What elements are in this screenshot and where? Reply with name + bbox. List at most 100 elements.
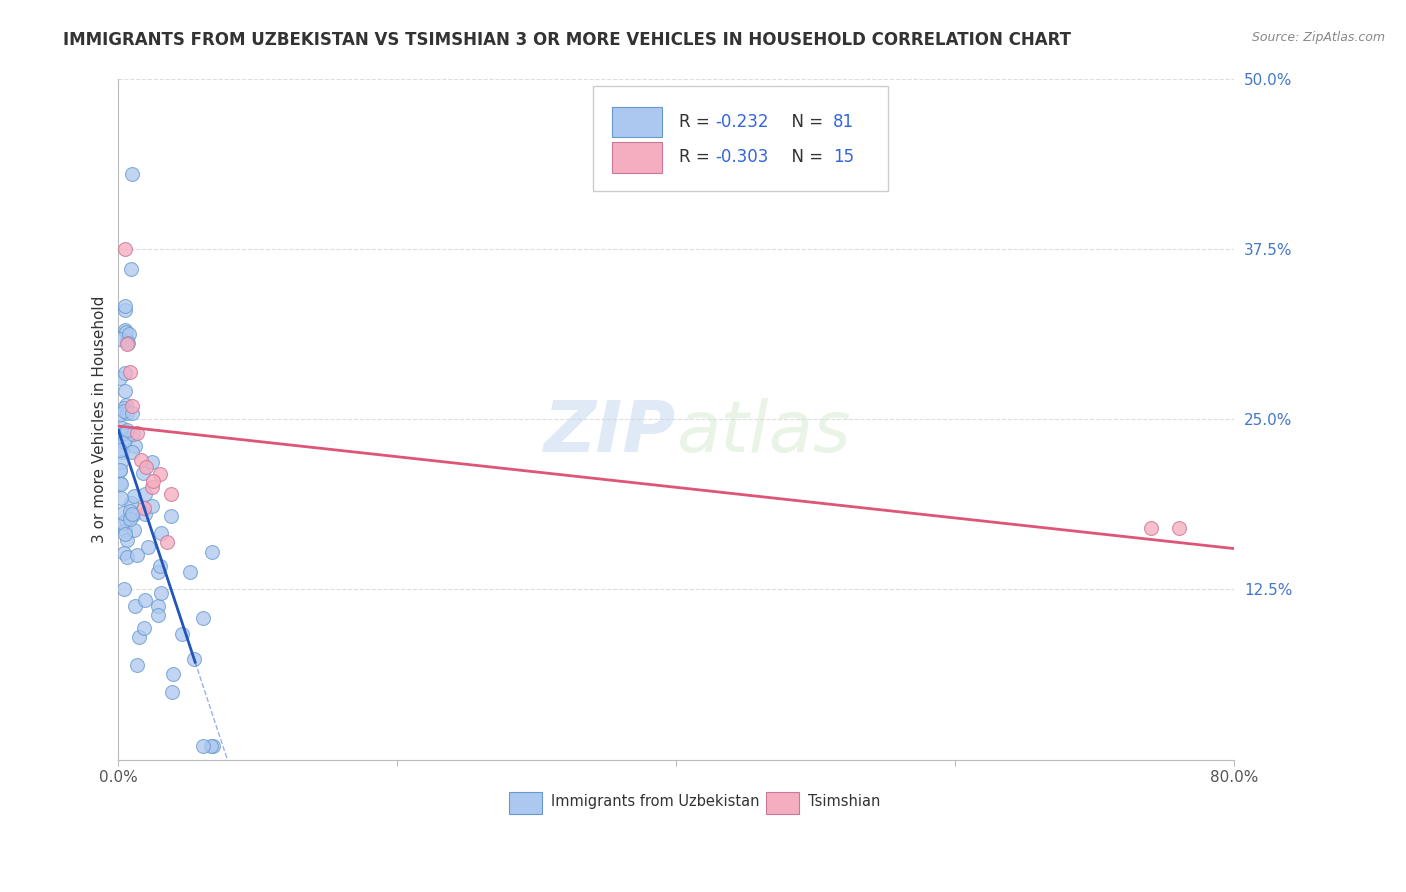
Point (202, 739, 225, 753)
Point (129, 453, 152, 467)
Point (115, 398, 138, 412)
Point (117, 335, 139, 350)
Point (111, 421, 134, 435)
Point (108, 463, 131, 477)
Point (114, 323, 136, 337)
Text: 15: 15 (832, 148, 853, 166)
Point (114, 302, 136, 317)
Point (118, 327, 141, 342)
Point (148, 566, 170, 580)
Point (115, 423, 138, 437)
Point (179, 565, 201, 579)
FancyBboxPatch shape (593, 86, 889, 191)
Text: Tsimshian: Tsimshian (808, 794, 880, 809)
Point (141, 455, 163, 469)
Text: -0.303: -0.303 (716, 148, 769, 166)
FancyBboxPatch shape (766, 791, 799, 814)
Point (112, 582, 135, 597)
Point (120, 504, 142, 518)
Point (125, 425, 148, 440)
Point (132, 500, 155, 515)
Point (200, 739, 222, 753)
Text: Immigrants from Uzbekistan: Immigrants from Uzbekistan (551, 794, 759, 809)
Point (141, 480, 163, 494)
Text: R =: R = (679, 148, 714, 166)
Point (148, 559, 170, 574)
Point (112, 506, 135, 520)
Point (146, 607, 169, 622)
Point (136, 540, 159, 554)
Point (108, 463, 131, 477)
Point (124, 599, 146, 613)
Point (114, 432, 136, 446)
Y-axis label: 3 or more Vehicles in Household: 3 or more Vehicles in Household (93, 295, 107, 543)
Point (149, 467, 172, 481)
Point (121, 426, 143, 441)
Point (121, 406, 143, 420)
Point (112, 404, 135, 418)
Point (114, 526, 136, 541)
Text: -0.232: -0.232 (716, 113, 769, 131)
Point (114, 523, 136, 537)
Point (148, 599, 170, 613)
Point (114, 242, 136, 256)
Point (124, 439, 146, 453)
Point (121, 399, 143, 413)
Point (150, 585, 173, 599)
Point (170, 627, 193, 641)
Point (110, 407, 132, 421)
Point (121, 507, 143, 521)
Point (110, 455, 132, 469)
Point (183, 652, 205, 666)
Point (114, 384, 136, 398)
Point (128, 630, 150, 644)
Point (108, 370, 131, 384)
Point (108, 443, 131, 458)
Point (160, 508, 183, 523)
Point (112, 546, 135, 560)
Text: N =: N = (782, 113, 828, 131)
Point (118, 365, 141, 379)
Point (110, 491, 132, 505)
Point (115, 337, 138, 351)
Point (125, 658, 148, 673)
Point (115, 549, 138, 564)
Point (120, 496, 142, 510)
Point (108, 332, 131, 346)
Point (108, 476, 131, 491)
Point (115, 533, 138, 548)
Point (121, 444, 143, 458)
Point (120, 261, 142, 276)
FancyBboxPatch shape (612, 106, 662, 137)
Text: Source: ZipAtlas.com: Source: ZipAtlas.com (1251, 31, 1385, 45)
Text: ZIP: ZIP (544, 399, 676, 467)
Point (156, 534, 179, 549)
Point (201, 544, 224, 558)
Text: R =: R = (679, 113, 714, 131)
Point (141, 499, 163, 513)
Point (150, 525, 173, 540)
Point (134, 593, 156, 607)
Point (111, 428, 134, 442)
Text: IMMIGRANTS FROM UZBEKISTAN VS TSIMSHIAN 3 OR MORE VEHICLES IN HOUSEHOLD CORRELAT: IMMIGRANTS FROM UZBEKISTAN VS TSIMSHIAN … (63, 31, 1071, 49)
Point (115, 333, 138, 347)
Point (121, 508, 143, 522)
Point (110, 477, 132, 491)
Point (134, 487, 156, 501)
Point (118, 512, 141, 526)
Point (142, 474, 165, 488)
Point (114, 299, 136, 313)
Point (122, 524, 145, 538)
Point (114, 366, 136, 380)
Point (112, 434, 135, 449)
Point (191, 739, 214, 753)
Point (193, 610, 215, 624)
FancyBboxPatch shape (509, 791, 543, 814)
Point (135, 459, 157, 474)
Point (111, 516, 134, 530)
Text: N =: N = (782, 148, 828, 166)
Point (1139, 521, 1161, 535)
Point (162, 666, 184, 681)
Point (1167, 521, 1189, 535)
Text: 81: 81 (832, 113, 853, 131)
